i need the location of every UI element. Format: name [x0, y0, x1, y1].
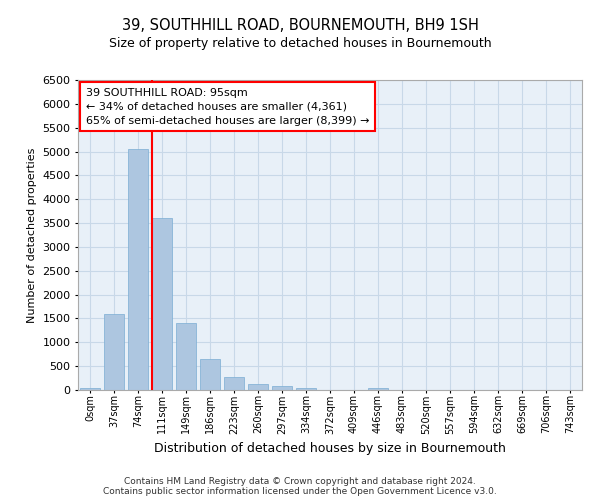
Bar: [368, 388, 388, 390]
Text: 39, SOUTHHILL ROAD, BOURNEMOUTH, BH9 1SH: 39, SOUTHHILL ROAD, BOURNEMOUTH, BH9 1SH: [122, 18, 478, 32]
Bar: [80, 388, 100, 390]
Bar: [224, 377, 244, 390]
Bar: [296, 388, 316, 390]
Bar: [176, 323, 196, 390]
Bar: [200, 359, 220, 390]
Text: 39 SOUTHHILL ROAD: 95sqm
← 34% of detached houses are smaller (4,361)
65% of sem: 39 SOUTHHILL ROAD: 95sqm ← 34% of detach…: [86, 88, 369, 126]
Bar: [248, 384, 268, 390]
Bar: [128, 149, 148, 390]
Y-axis label: Number of detached properties: Number of detached properties: [26, 148, 37, 322]
Text: Contains public sector information licensed under the Open Government Licence v3: Contains public sector information licen…: [103, 488, 497, 496]
Bar: [104, 314, 124, 390]
Text: Contains HM Land Registry data © Crown copyright and database right 2024.: Contains HM Land Registry data © Crown c…: [124, 478, 476, 486]
Bar: [272, 386, 292, 390]
Text: Size of property relative to detached houses in Bournemouth: Size of property relative to detached ho…: [109, 38, 491, 51]
X-axis label: Distribution of detached houses by size in Bournemouth: Distribution of detached houses by size …: [154, 442, 506, 455]
Bar: [152, 218, 172, 390]
